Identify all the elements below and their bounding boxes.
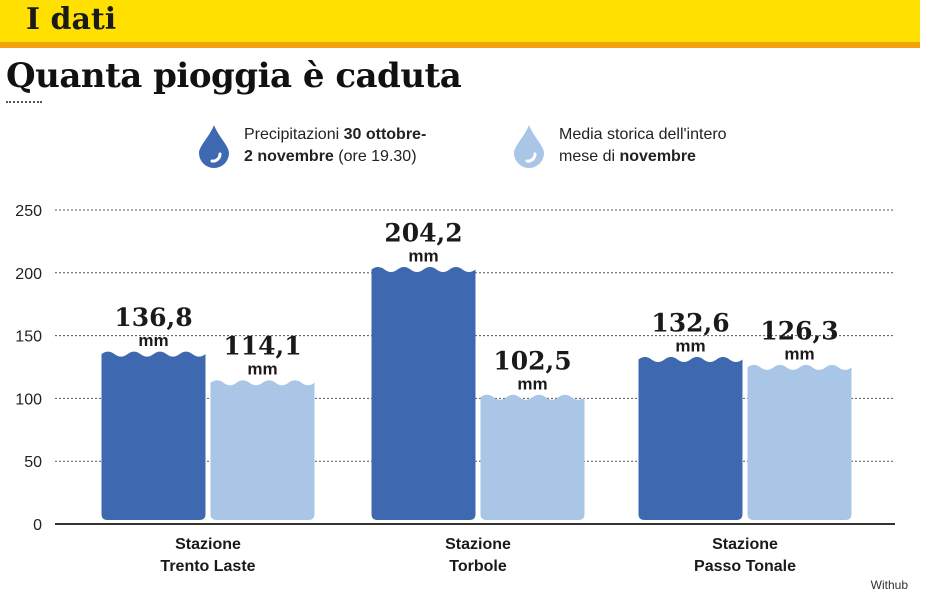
data-label-value: 136,8 — [114, 303, 192, 332]
x-tick-label: Stazione — [445, 536, 511, 553]
data-label-value: 126,3 — [760, 316, 838, 345]
legend-item-historical: Media storica dell'intero mese di novemb… — [513, 124, 727, 168]
data-label-value: 114,1 — [223, 332, 301, 361]
bar-period — [101, 351, 206, 520]
x-tick-label: Stazione — [175, 536, 241, 553]
bar-historical — [480, 394, 585, 520]
data-label-value: 102,5 — [493, 346, 571, 375]
drop-icon-dark — [199, 125, 229, 168]
drop-icon-light — [514, 125, 544, 168]
data-label-value: 132,6 — [651, 308, 729, 337]
legend-label-period: Precipitazioni 30 ottobre- 2 novembre (o… — [244, 126, 427, 165]
data-label-unit: mm — [138, 331, 168, 350]
chart-title: Quanta pioggia è caduta — [6, 56, 462, 96]
y-tick-label: 0 — [33, 517, 42, 534]
data-label-unit: mm — [675, 336, 705, 355]
data-label-unit: mm — [408, 247, 438, 266]
bar-period — [638, 356, 743, 520]
legend-label-historical: Media storica dell'intero mese di novemb… — [559, 126, 727, 165]
data-label-unit: mm — [784, 344, 814, 363]
data-label-unit: mm — [517, 374, 547, 393]
x-tick-label: Passo Tonale — [694, 558, 796, 575]
bar-historical — [210, 380, 315, 520]
y-tick-label: 50 — [24, 454, 42, 471]
x-tick-label: Trento Laste — [160, 558, 255, 575]
data-label-value: 204,2 — [384, 219, 462, 248]
credit: Withub — [870, 578, 908, 592]
bar-period — [371, 267, 476, 520]
y-tick-label: 250 — [15, 203, 42, 220]
title-underline — [6, 101, 42, 103]
header-bar: I dati — [0, 0, 920, 48]
y-tick-label: 150 — [15, 329, 42, 346]
section-label: I dati — [26, 2, 117, 37]
legend-item-period: Precipitazioni 30 ottobre- 2 novembre (o… — [198, 124, 426, 168]
y-tick-label: 100 — [15, 391, 42, 408]
data-label-unit: mm — [247, 360, 277, 379]
bar-historical — [747, 364, 852, 520]
x-tick-label: Torbole — [449, 558, 507, 575]
x-tick-label: Stazione — [712, 536, 778, 553]
y-tick-label: 200 — [15, 266, 42, 283]
